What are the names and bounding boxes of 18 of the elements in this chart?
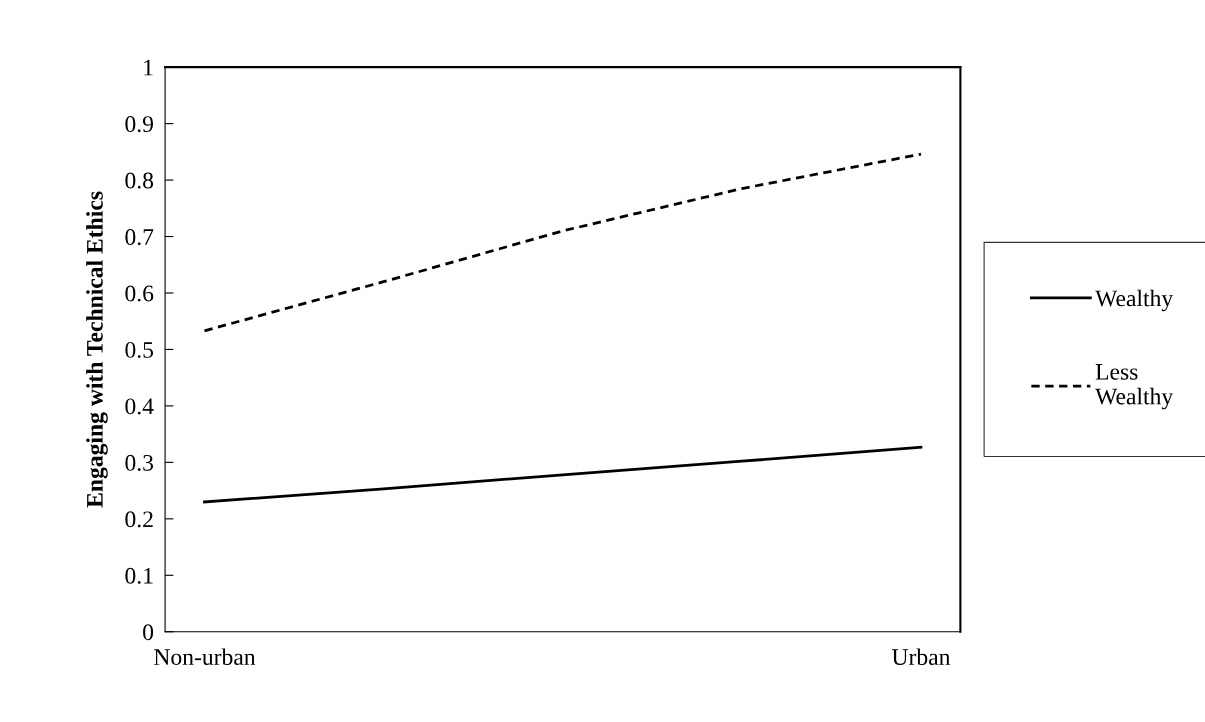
y-tick-label: 0.2 xyxy=(125,511,153,528)
y-tick-label: 0.6 xyxy=(125,285,154,302)
line-series xyxy=(203,152,923,333)
y-axis-title: Engaging with Technical Ethics xyxy=(86,191,108,508)
y-tick-label: 0.9 xyxy=(125,116,154,133)
line-series xyxy=(203,445,923,504)
y-tick-label: 0.7 xyxy=(125,229,154,246)
x-tick-label: Non-urban xyxy=(154,648,256,666)
y-tick-label: 0.5 xyxy=(125,341,154,358)
y-tick-label: 0.4 xyxy=(125,398,154,415)
y-tick-label: 0 xyxy=(143,624,154,641)
y-tick-label: 1 xyxy=(144,59,153,76)
y-tick-label: 0.1 xyxy=(125,567,153,584)
legend-label: Less Wealthy xyxy=(1095,364,1174,410)
y-tick-label: 0.3 xyxy=(125,454,154,471)
x-tick-label: Urban xyxy=(891,648,951,666)
legend-label: Wealthy xyxy=(1095,289,1174,312)
y-tick-label: 0.8 xyxy=(125,172,154,189)
